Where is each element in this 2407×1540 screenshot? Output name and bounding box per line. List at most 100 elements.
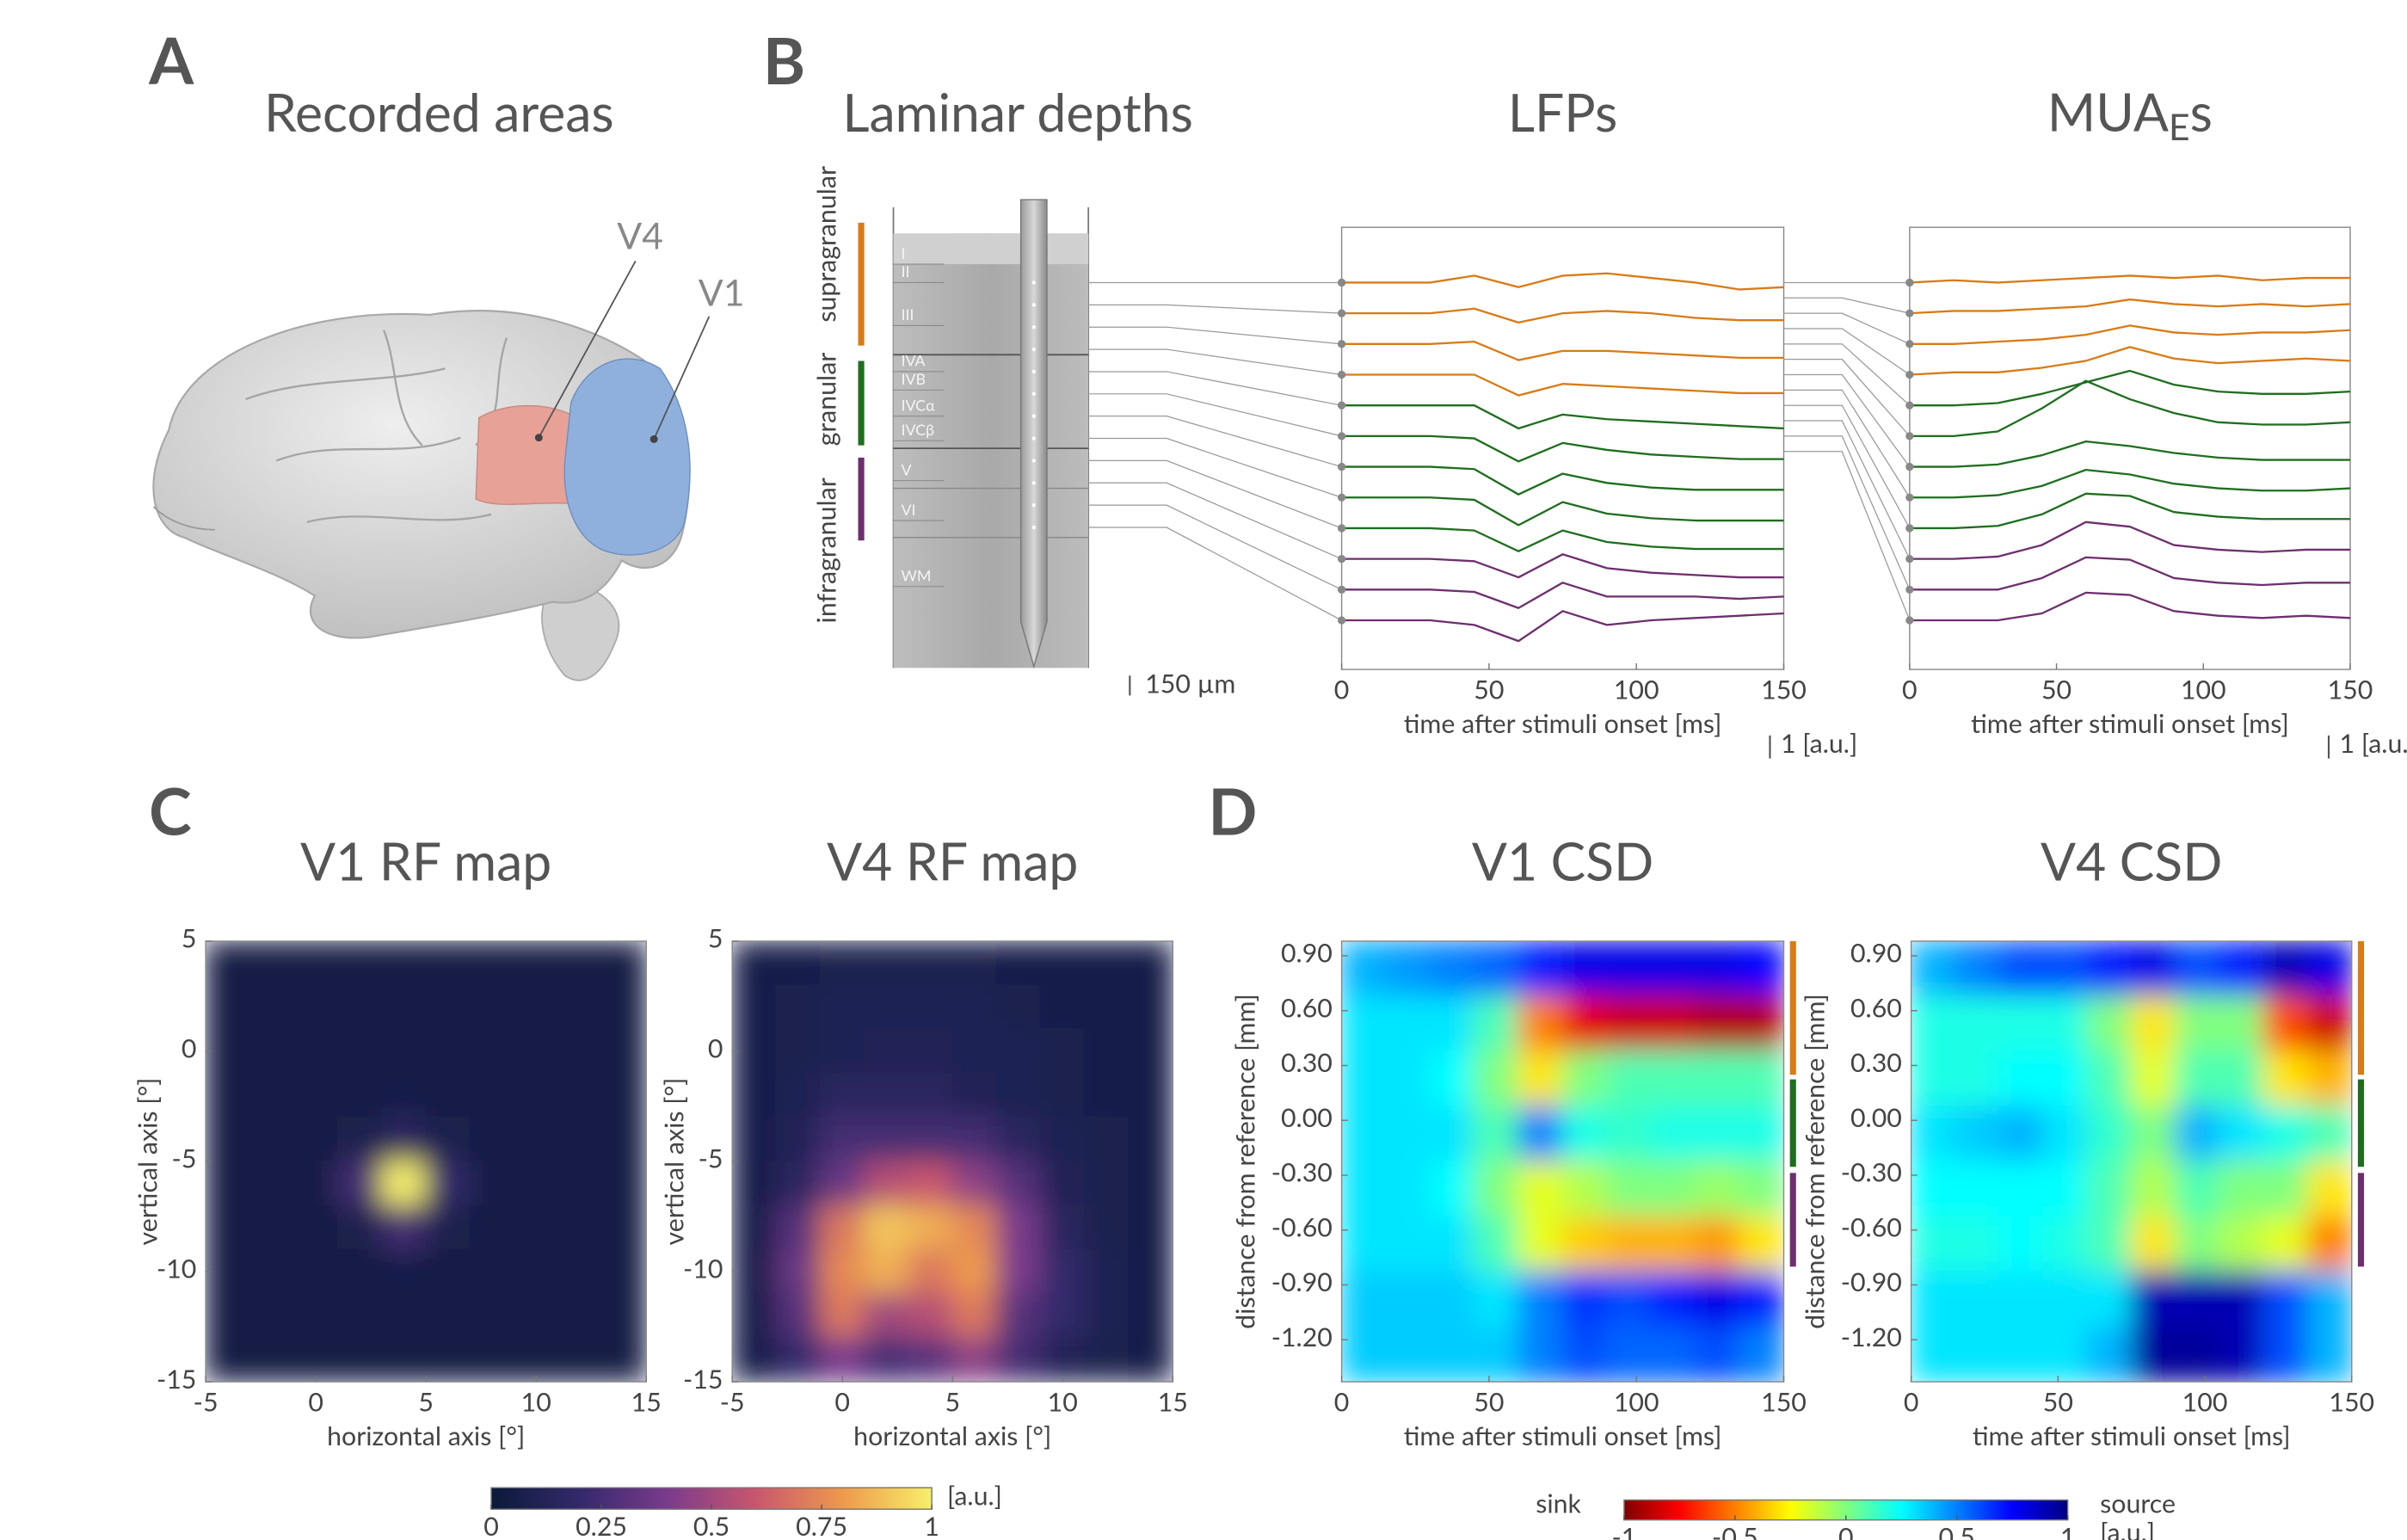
heatmap-cell (1954, 1271, 2000, 1327)
heatmap-cell (1694, 1216, 1741, 1272)
heatmap-cell (2306, 940, 2352, 997)
heatmap-cell (1039, 1336, 1086, 1383)
contact (1031, 347, 1036, 352)
y-tick-label: -0.90 (1841, 1266, 1902, 1297)
trace-start (1337, 340, 1346, 348)
heatmap-cell (775, 984, 822, 1031)
heatmap-cell (951, 1292, 998, 1339)
heatmap-cell (775, 1116, 822, 1162)
x-tick-label: 0 (308, 1387, 323, 1418)
y-tick-label: 0 (182, 1033, 197, 1064)
heatmap-cell (995, 1204, 1042, 1251)
trace (1909, 369, 2351, 407)
heatmap-cell (2219, 1271, 2265, 1327)
heatmap-cell (557, 1204, 603, 1251)
heatmap-cell (1083, 1336, 1130, 1383)
trace-start (1337, 524, 1346, 533)
trace (1341, 610, 1784, 643)
heatmap-cell (1694, 995, 1741, 1052)
colorbar-tick-label: 1 (2060, 1522, 2076, 1540)
y-tick-label: 0.90 (1850, 938, 1902, 969)
heatmap-cell (469, 1116, 515, 1162)
connector (1088, 527, 1342, 621)
y-tick-label: -0.60 (1271, 1211, 1333, 1242)
heatmap-cell (819, 1248, 865, 1295)
heatmap-cell (1385, 995, 1431, 1052)
heatmap-cell (425, 1336, 471, 1383)
heatmap-cell (863, 1028, 909, 1075)
heatmap-cell (425, 1248, 471, 1295)
heatmap-cell (819, 1028, 865, 1075)
heatmap-cell (1650, 995, 1696, 1052)
heatmap-cell (292, 1292, 339, 1339)
probe-drawing (892, 199, 1131, 696)
x-tick-label: 50 (1474, 675, 1504, 705)
heatmap-cell (1694, 940, 1741, 997)
heatmap-cell (1694, 1326, 1741, 1383)
heatmap-cell (1694, 1106, 1741, 1162)
heatmap-cell (1039, 1028, 1086, 1075)
x-tick-label: 0 (834, 1387, 850, 1418)
heatmap-cell (732, 940, 778, 987)
connector (1088, 304, 1342, 314)
heatmap-cell (2042, 1271, 2089, 1327)
y-tick-label: -0.90 (1271, 1266, 1333, 1297)
heatmap-cell (336, 1204, 383, 1251)
heatmap-cell (1694, 1050, 1741, 1107)
heatmap-cell (1998, 940, 2045, 997)
heatmap-cell (1739, 995, 1784, 1052)
heatmap-cell (513, 1028, 559, 1075)
panel-label: C (149, 771, 192, 848)
connector (1088, 437, 1342, 498)
heatmap-cell (732, 1292, 778, 1339)
heatmap-cell (292, 1336, 339, 1383)
heatmap-cell (2262, 1271, 2309, 1327)
heatmap-cell (557, 940, 603, 987)
trace-start (1905, 370, 1914, 379)
heatmap-cell (381, 1028, 428, 1075)
heatmap-cell (1911, 1271, 1956, 1327)
heatmap-cell (1606, 1161, 1653, 1217)
x-tick-label: 5 (945, 1387, 960, 1418)
heatmap-cell (513, 984, 559, 1031)
heatmap-cell (249, 1072, 295, 1118)
heatmap-cell (1128, 1292, 1173, 1339)
heatmap-cell (513, 1161, 559, 1207)
heatmap-cell (1128, 984, 1173, 1031)
heatmap-cell (249, 984, 295, 1031)
heatmap-cell (1341, 1161, 1387, 1217)
colorbar-tick-label: -1 (1612, 1522, 1637, 1540)
brain-drawing (152, 261, 711, 681)
heatmap-cell (469, 1072, 515, 1118)
x-tick-label: 150 (1761, 1387, 1807, 1418)
y-tick-label: 0.30 (1281, 1047, 1333, 1078)
heatmap-cell (513, 1116, 559, 1162)
heatmap-cell (1954, 1161, 2000, 1217)
heatmap-cell (1473, 1161, 1520, 1217)
heatmap-cell (1606, 940, 1653, 997)
heatmap-cell (1039, 1072, 1086, 1118)
heatmap-cell (381, 984, 428, 1031)
x-tick-label: 0 (1334, 675, 1350, 705)
trace (1909, 346, 2351, 376)
heatmap-cell (469, 940, 515, 987)
heatmap-cell (1606, 995, 1653, 1052)
heatmap-cell (1954, 1050, 2000, 1107)
trace-start (1337, 309, 1346, 317)
plot-frame (1340, 940, 1785, 1383)
contact (1031, 436, 1036, 440)
heatmap-cell (2306, 1271, 2352, 1327)
heatmap-cell (1039, 1292, 1086, 1339)
connector (1783, 435, 1911, 590)
contact (1031, 503, 1036, 508)
heatmap-cell (336, 940, 383, 987)
heatmap-cell (2175, 1326, 2221, 1383)
x-tick-label: 50 (2041, 675, 2071, 705)
heatmap-cell (819, 1292, 865, 1339)
heatmap-cell (2262, 1161, 2309, 1217)
trace (1341, 373, 1784, 397)
heatmap-cell (951, 1028, 998, 1075)
heatmap-cell (601, 940, 647, 987)
heatmap-cell (1650, 940, 1696, 997)
heatmap-cell (249, 1248, 295, 1295)
